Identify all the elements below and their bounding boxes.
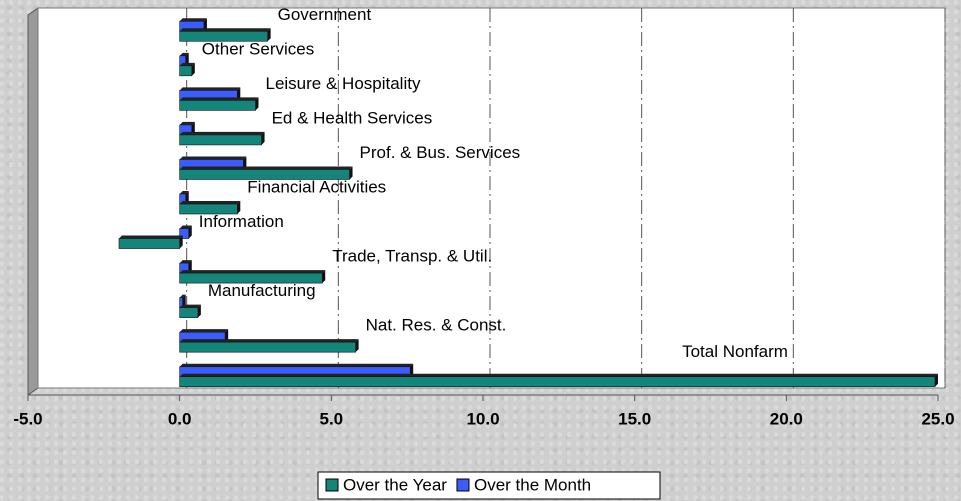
bar-side (243, 156, 247, 170)
bar-side (203, 18, 207, 32)
x-tick-label: 0.0 (168, 409, 192, 428)
bar-side (185, 52, 189, 66)
bar-top (179, 191, 189, 194)
bar-side (185, 191, 189, 204)
bar-side (934, 373, 938, 387)
bar (179, 30, 268, 42)
x-tick-label: 20.0 (770, 409, 803, 428)
bar-top (179, 62, 195, 66)
x-tick-label: 15.0 (618, 409, 651, 428)
bar-top (179, 52, 189, 56)
x-tick-label: 25.0 (921, 409, 954, 428)
bar-side (191, 62, 195, 76)
bar-side (188, 225, 192, 239)
category-label: Leisure & Hospitality (266, 74, 421, 93)
bar-side (410, 363, 414, 377)
bar-side (322, 270, 326, 284)
bar-top (179, 304, 201, 308)
bar (179, 307, 199, 318)
bar-side (197, 304, 201, 318)
bar (118, 238, 180, 249)
bar-side (237, 201, 241, 214)
bar-top (179, 270, 326, 274)
bar-side (255, 97, 259, 111)
bar-top (179, 201, 241, 204)
x-tick-label: 5.0 (320, 409, 344, 428)
legend-label: Over the Month (474, 475, 591, 494)
bar-side (179, 235, 183, 249)
category-label: Ed & Health Services (272, 108, 433, 127)
bar-top (179, 156, 247, 160)
bar-top (179, 131, 265, 135)
bar (179, 376, 936, 388)
x-tick-label: 10.0 (466, 409, 499, 428)
bar-top (179, 294, 186, 298)
category-label: Financial Activities (247, 177, 386, 196)
bar-top (179, 166, 353, 170)
bar-top (179, 363, 414, 367)
bar-top (179, 225, 192, 229)
bar (179, 228, 190, 239)
legend-swatch (456, 478, 470, 492)
category-label: Trade, Transp. & Util. (332, 247, 492, 266)
category-label: Manufacturing (208, 281, 316, 300)
category-label: Total Nonfarm (682, 342, 788, 361)
bar-side (261, 131, 265, 145)
bar-side (182, 294, 186, 308)
bar-top (179, 373, 938, 377)
bar-top (179, 97, 259, 101)
bar-top (179, 339, 359, 343)
category-label: Information (199, 212, 284, 231)
bar-top (179, 260, 192, 264)
chart-wall (27, 7, 39, 396)
bar-side (191, 121, 195, 135)
bar-top (119, 235, 183, 239)
bar (179, 203, 238, 215)
legend-swatch (325, 478, 339, 492)
bar-side (349, 166, 353, 180)
bar (179, 65, 193, 77)
bar-side (237, 87, 241, 101)
bar (179, 272, 323, 284)
legend-label: Over the Year (343, 475, 447, 494)
bar-top (179, 329, 229, 333)
category-label: Nat. Res. & Const. (366, 316, 507, 335)
bar-top (179, 121, 195, 125)
bar-top (179, 18, 207, 22)
bar-side (267, 28, 271, 42)
bar (179, 169, 350, 180)
bar-side (355, 339, 359, 353)
category-label: Government (278, 5, 372, 24)
bar-top (179, 28, 271, 32)
bar-side (225, 329, 229, 343)
bar-side (188, 260, 192, 274)
legend: Over the Year Over the Month (317, 471, 661, 500)
x-tick-label: -5.0 (13, 409, 42, 428)
category-label: Other Services (202, 39, 314, 58)
category-label: Prof. & Bus. Services (360, 143, 521, 162)
legend-box (317, 471, 661, 500)
bar (179, 134, 262, 146)
bar-top (179, 87, 241, 91)
bar (179, 100, 256, 111)
bar (179, 341, 356, 353)
